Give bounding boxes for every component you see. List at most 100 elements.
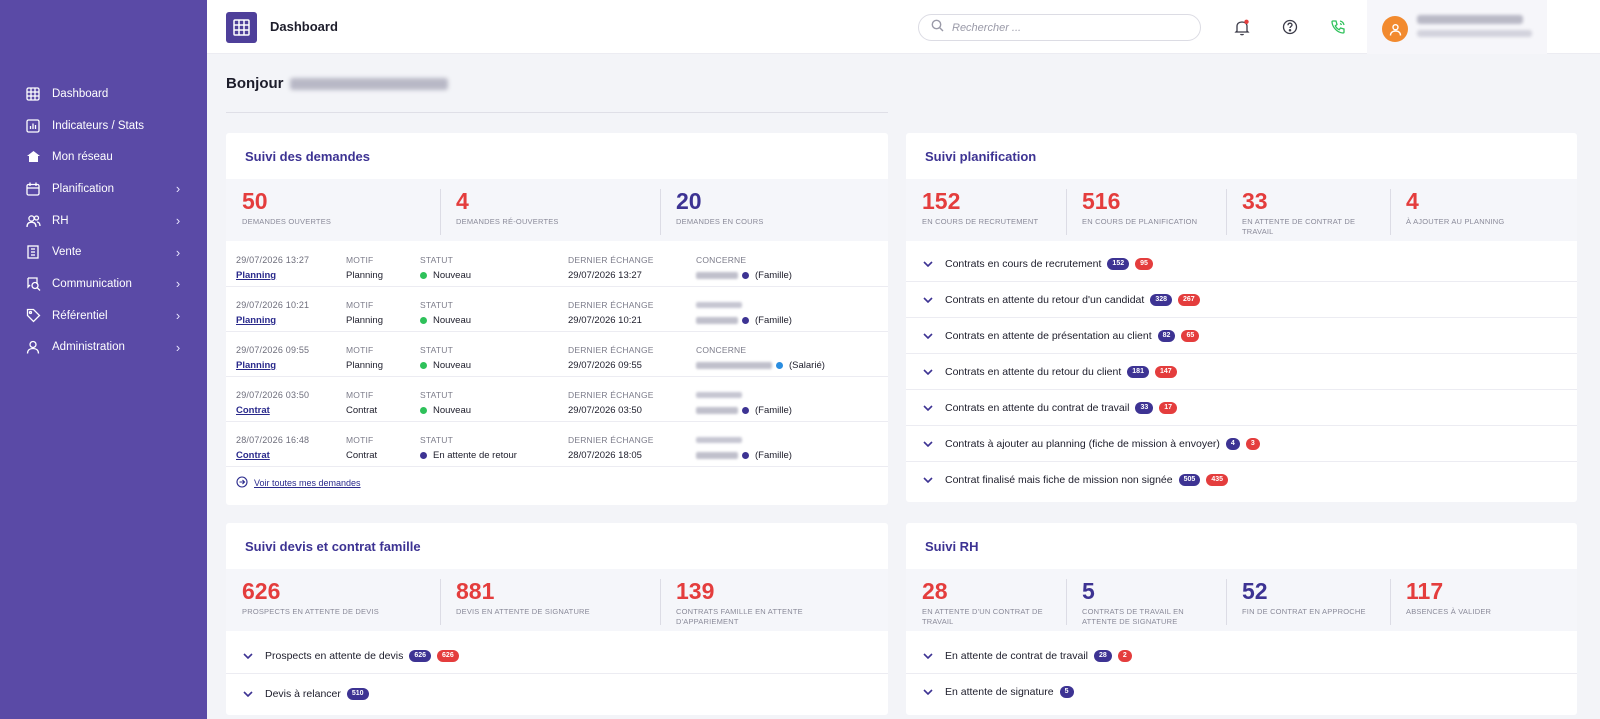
help-icon[interactable] <box>1281 18 1299 36</box>
person-name-redacted <box>696 407 738 414</box>
request-link[interactable]: Planning <box>236 360 277 371</box>
user-email-redacted <box>1417 30 1532 37</box>
chevron-right-icon: › <box>175 276 181 292</box>
sidebar-item-rh[interactable]: RH › <box>0 205 207 237</box>
expandable-row[interactable]: Prospects en attente de devis 626 626 <box>226 638 888 674</box>
count-badge: 626 <box>409 649 432 662</box>
network-icon <box>25 149 41 165</box>
expandable-row[interactable]: Contrat finalisé mais fiche de mission n… <box>906 462 1577 498</box>
stat-value: 50 <box>242 188 268 214</box>
stat-label: À AJOUTER AU PLANNING <box>1406 217 1505 226</box>
person-type-dot <box>742 452 749 459</box>
sidebar-item-indicateurs[interactable]: Indicateurs / Stats <box>0 110 207 142</box>
request-link[interactable]: Planning <box>236 270 277 281</box>
stat-fin-contrat: 52 FIN DE CONTRAT EN APPROCHE <box>1226 569 1390 631</box>
request-date: 28/07/2026 16:48 <box>236 435 310 445</box>
person-type-dot <box>742 317 749 324</box>
status-text: Nouveau <box>433 405 472 416</box>
concerne-header-redacted <box>696 392 742 398</box>
col-header-statut: STATUT <box>420 435 453 445</box>
stats-bar: 50 DEMANDES OUVERTES 4 DEMANDES RÉ-OUVER… <box>226 179 888 241</box>
user-menu[interactable] <box>1367 0 1547 54</box>
stat-demandes-ouvertes: 50 DEMANDES OUVERTES <box>226 179 440 241</box>
stats-bar: 626 PROSPECTS EN ATTENTE DE DEVIS 881 DE… <box>226 569 888 631</box>
count-badge: 82 <box>1157 329 1176 342</box>
sidebar-item-label: Communication <box>52 277 132 290</box>
row-label: Contrats en attente du retour du client <box>945 365 1122 378</box>
see-all-label[interactable]: Voir toutes mes demandes <box>254 478 361 488</box>
expandable-row[interactable]: Devis à relancer 510 <box>226 676 888 712</box>
user-name-redacted <box>1417 15 1523 24</box>
stat-value: 117 <box>1406 578 1444 604</box>
table-row[interactable]: 29/07/2026 03:50 Contrat MOTIF Contrat STA… <box>226 377 888 422</box>
greeting-text: Bonjour <box>226 75 284 92</box>
alert-badge: 3 <box>1245 437 1260 450</box>
stat-value: 4 <box>1406 188 1419 214</box>
page-title: Dashboard <box>270 19 338 34</box>
expandable-row[interactable]: Contrats en attente du contrat de travai… <box>906 390 1577 426</box>
search-input[interactable] <box>952 21 1192 34</box>
bell-icon[interactable] <box>1233 18 1251 36</box>
status-text: Nouveau <box>433 270 472 281</box>
phone-icon[interactable] <box>1329 18 1347 36</box>
stat-en-cours-recrutement: 152 EN COURS DE RECRUTEMENT <box>906 179 1066 241</box>
col-header-motif: MOTIF <box>346 390 374 400</box>
person-name-redacted <box>696 317 738 324</box>
app-grid-icon[interactable] <box>226 12 257 43</box>
request-link[interactable]: Contrat <box>236 405 270 416</box>
table-row[interactable]: 29/07/2026 10:21 Planning MOTIF Planning S… <box>226 287 888 332</box>
sidebar-item-mon-reseau[interactable]: Mon réseau <box>0 141 207 173</box>
see-all-requests-link[interactable]: Voir toutes mes demandes <box>236 476 361 490</box>
sidebar-item-referentiel[interactable]: Référentiel › <box>0 300 207 332</box>
greeting: Bonjour <box>226 75 448 92</box>
expandable-row[interactable]: Contrats en attente du retour du client … <box>906 354 1577 390</box>
col-header-motif: MOTIF <box>346 345 374 355</box>
stat-label: CONTRATS DE TRAVAIL EN ATTENTE DE SIGNAT… <box>1082 607 1184 626</box>
sidebar-item-vente[interactable]: Vente › <box>0 236 207 268</box>
row-label: Contrats en attente du contrat de travai… <box>945 401 1130 414</box>
sidebar-item-communication[interactable]: Communication › <box>0 268 207 300</box>
sidebar-item-label: Référentiel <box>52 309 108 322</box>
sidebar-item-label: Dashboard <box>52 87 109 100</box>
stat-label: ABSENCES À VALIDER <box>1406 607 1492 616</box>
stat-value: 5 <box>1082 578 1095 604</box>
table-row[interactable]: 29/07/2026 09:55 Planning MOTIF Planning S… <box>226 332 888 377</box>
col-header-statut: STATUT <box>420 345 453 355</box>
stat-a-ajouter-planning: 4 À AJOUTER AU PLANNING <box>1390 179 1577 241</box>
sidebar-item-label: Administration <box>52 341 125 354</box>
sidebar-item-administration[interactable]: Administration › <box>0 332 207 364</box>
alert-badge: 435 <box>1206 474 1228 486</box>
count-badge: 328 <box>1150 293 1172 306</box>
request-motif: Planning <box>346 315 383 326</box>
request-date: 29/07/2026 13:27 <box>236 255 310 265</box>
stat-en-cours-planification: 516 EN COURS DE PLANIFICATION <box>1066 179 1226 241</box>
table-row[interactable]: 28/07/2026 16:48 Contrat MOTIF Contrat STA… <box>226 422 888 467</box>
sidebar-item-planification[interactable]: Planification › <box>0 173 207 205</box>
expandable-row[interactable]: En attente de signature 5 <box>906 674 1577 710</box>
count-badge: 33 <box>1135 401 1154 414</box>
stat-label: DEMANDES EN COURS <box>676 217 764 226</box>
count-badge: 505 <box>1178 474 1201 486</box>
count-badge: 181 <box>1127 365 1149 378</box>
chevron-right-icon: › <box>175 244 181 260</box>
chevron-right-icon: › <box>175 213 181 229</box>
col-header-statut: STATUT <box>420 300 453 310</box>
expandable-row[interactable]: Contrats en attente de présentation au c… <box>906 318 1577 354</box>
search-bar[interactable] <box>918 14 1201 41</box>
col-header-dernier-echange: DERNIER ÉCHANGE <box>568 345 654 355</box>
status-text: Nouveau <box>433 315 472 326</box>
arrow-circle-icon <box>236 476 248 490</box>
expandable-row[interactable]: En attente de contrat de travail 28 2 <box>906 638 1577 674</box>
request-link[interactable]: Planning <box>236 315 277 326</box>
tag-icon <box>25 308 41 324</box>
sidebar-item-label: Mon réseau <box>52 151 113 164</box>
avatar <box>1382 16 1408 42</box>
status-dot <box>420 272 427 279</box>
chevron-down-icon <box>923 368 935 375</box>
sidebar-item-dashboard[interactable]: Dashboard <box>0 78 207 110</box>
request-link[interactable]: Contrat <box>236 450 270 461</box>
table-row[interactable]: 29/07/2026 13:27 Planning MOTIF Planning S… <box>226 242 888 287</box>
expandable-row[interactable]: Contrats en cours de recrutement 152 95 <box>906 246 1577 282</box>
expandable-row[interactable]: Contrats à ajouter au planning (fiche de… <box>906 426 1577 462</box>
expandable-row[interactable]: Contrats en attente du retour d'un candi… <box>906 282 1577 318</box>
